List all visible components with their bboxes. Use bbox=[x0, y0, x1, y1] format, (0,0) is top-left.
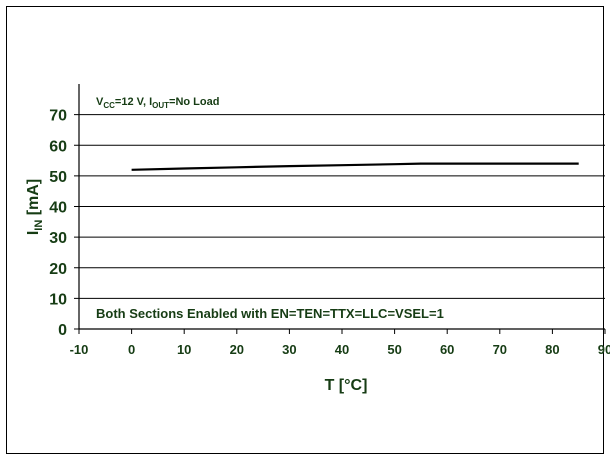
y-tick-label-0: 0 bbox=[58, 322, 67, 339]
x-tick-label--10: -10 bbox=[70, 342, 89, 357]
axes bbox=[74, 84, 606, 334]
x-tick-labels: -10 0 10 20 30 40 50 60 70 80 90 bbox=[70, 342, 610, 357]
y-tick-label-50: 50 bbox=[49, 169, 67, 186]
x-tick-label-40: 40 bbox=[335, 342, 349, 357]
y-tick-label-20: 20 bbox=[49, 261, 67, 278]
y-tick-label-60: 60 bbox=[49, 138, 67, 155]
x-tick-label-50: 50 bbox=[387, 342, 401, 357]
x-tick-label-90: 90 bbox=[598, 342, 610, 357]
x-tick-label-20: 20 bbox=[230, 342, 244, 357]
x-axis-title: T [°C] bbox=[325, 377, 368, 394]
x-tick-label-70: 70 bbox=[493, 342, 507, 357]
x-tick-label-80: 80 bbox=[545, 342, 559, 357]
enable-note: Both Sections Enabled with EN=TEN=TTX=LL… bbox=[96, 306, 444, 321]
series-line-0 bbox=[131, 162, 579, 171]
condition-annotation: VCC=12 V, IOUT=No Load bbox=[96, 96, 219, 110]
y-tick-label-70: 70 bbox=[49, 108, 67, 125]
x-tick-label-10: 10 bbox=[177, 342, 191, 357]
series bbox=[131, 162, 579, 171]
grid-lines bbox=[79, 114, 605, 299]
y-tick-label-10: 10 bbox=[49, 291, 67, 308]
y-axis-title: IIN [mA] bbox=[25, 179, 45, 235]
x-tick-label-0: 0 bbox=[128, 342, 135, 357]
x-tick-label-30: 30 bbox=[282, 342, 296, 357]
y-tick-labels: 0 10 20 30 40 50 60 70 bbox=[49, 108, 67, 339]
chart-frame bbox=[6, 6, 604, 454]
y-tick-label-30: 30 bbox=[49, 230, 67, 247]
y-tick-label-40: 40 bbox=[49, 200, 67, 217]
x-tick-label-60: 60 bbox=[440, 342, 454, 357]
